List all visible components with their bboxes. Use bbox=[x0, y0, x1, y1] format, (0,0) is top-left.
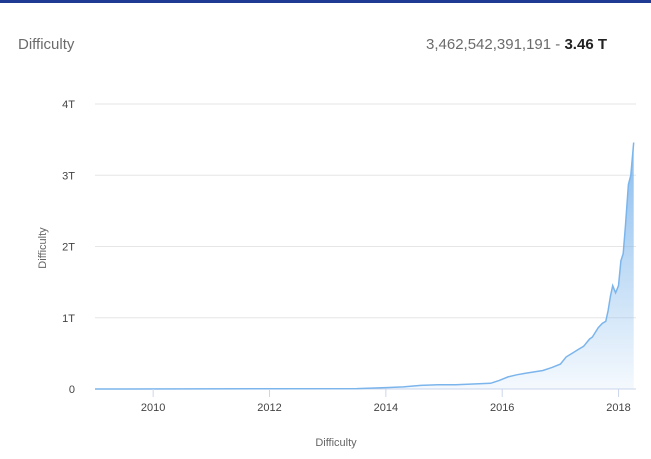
y-tick-label: 2T bbox=[62, 242, 75, 254]
value-separator: - bbox=[551, 36, 565, 53]
x-tick-label: 2012 bbox=[257, 402, 281, 414]
series-line-0 bbox=[94, 142, 635, 390]
current-value: 3,462,542,391,191 - 3.46 T bbox=[426, 36, 607, 53]
top-border bbox=[0, 0, 651, 3]
area-layer bbox=[94, 142, 635, 390]
y-tick-label: 1T bbox=[62, 313, 75, 325]
value-full: 3,462,542,391,191 bbox=[426, 36, 552, 53]
chart-title: Difficulty bbox=[18, 36, 75, 53]
y-axis-label: Difficulty bbox=[37, 227, 49, 269]
value-short: 3.46 T bbox=[564, 36, 607, 53]
grid-layer bbox=[95, 103, 636, 390]
x-tick-label: 2010 bbox=[141, 402, 165, 414]
y-tick-label: 0 bbox=[69, 384, 75, 396]
y-tick-label: 3T bbox=[62, 170, 75, 182]
x-tick-label: 2016 bbox=[490, 402, 514, 414]
x-axis-label: Difficulty bbox=[315, 437, 357, 449]
series-area-fill-0 bbox=[95, 142, 634, 389]
y-tick-label: 4T bbox=[62, 99, 75, 111]
x-tick-label: 2014 bbox=[374, 402, 398, 414]
tick-layer: 0 1T 2T 3T 4T 2010 2012 2014 2016 2018 bbox=[62, 99, 631, 414]
x-tick-label: 2018 bbox=[606, 402, 630, 414]
